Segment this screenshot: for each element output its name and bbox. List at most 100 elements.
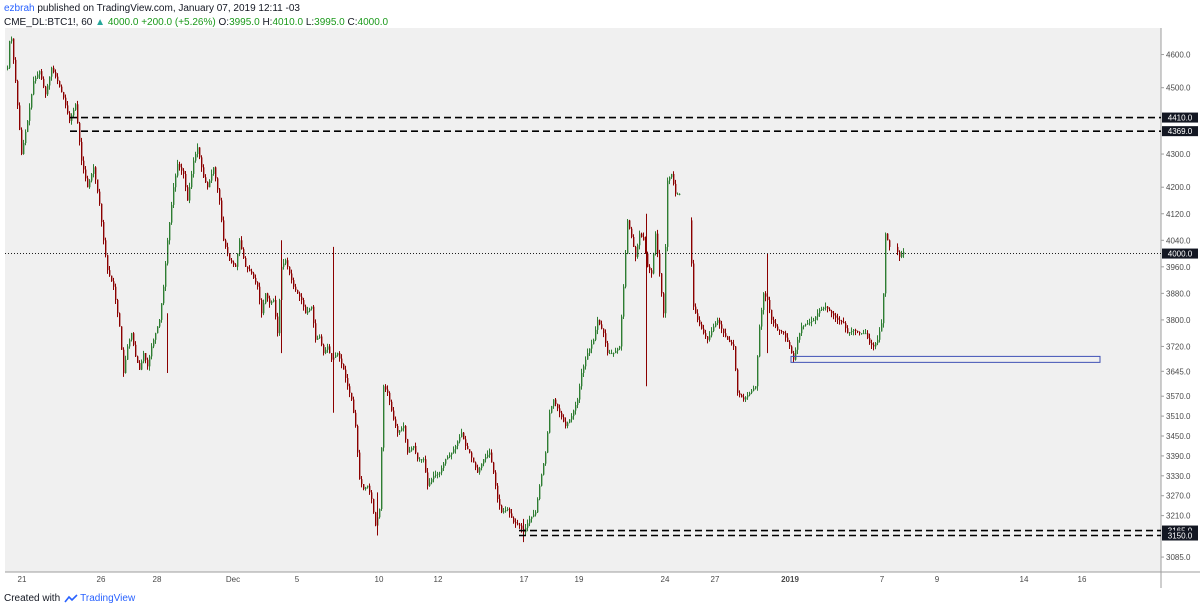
candle-up (547, 432, 549, 453)
candle-up (311, 306, 313, 309)
candle-down (407, 439, 409, 453)
candle-up (441, 468, 443, 473)
candle-down (117, 300, 119, 314)
candle-up (863, 333, 865, 335)
candle-up (595, 329, 597, 340)
candle-up (761, 309, 763, 327)
candle-down (203, 167, 205, 178)
candle-up (669, 177, 671, 181)
level-price-tag (1162, 248, 1198, 259)
created-with-text: Created with (4, 593, 61, 604)
candle-up (419, 459, 421, 461)
candle-up (591, 344, 593, 349)
candle-down (645, 240, 647, 254)
level-price-label: 4410.0 (1168, 114, 1193, 123)
candle-up (883, 293, 885, 324)
candle-down (651, 270, 653, 274)
candle-down (493, 462, 495, 473)
candle-down (97, 179, 99, 192)
candle-up (127, 346, 129, 360)
candle-down (663, 293, 665, 314)
candle-up (433, 475, 435, 480)
candle-down (363, 484, 365, 490)
candle-up (189, 187, 191, 201)
candle-up (815, 316, 817, 320)
candle-down (897, 246, 899, 252)
candle-up (755, 386, 757, 389)
candle-up (677, 193, 679, 195)
level-price-tag (1162, 126, 1198, 137)
candle-down (183, 170, 185, 174)
x-tick-label: 16 (1078, 575, 1087, 584)
candle-down (63, 92, 65, 98)
candle-up (581, 372, 583, 387)
candle-down (41, 71, 43, 79)
candle-down (347, 377, 349, 387)
candle-down (219, 189, 221, 201)
candle-up (239, 240, 241, 254)
candle-down (119, 313, 121, 327)
candle-down (705, 333, 707, 337)
candle-down (475, 462, 477, 468)
zone-layer (790, 355, 1101, 363)
tradingview-logo-icon (64, 593, 78, 602)
candle-down (859, 332, 861, 334)
candle-down (137, 356, 139, 364)
candle-up (611, 353, 613, 355)
candle-down (331, 353, 333, 360)
candle-down (869, 338, 871, 344)
candle-up (489, 452, 491, 455)
candle-down (835, 315, 837, 318)
candle-up (271, 301, 273, 304)
author-name[interactable]: ezbrah (4, 3, 35, 14)
candle-up (151, 346, 153, 357)
tradingview-logo[interactable]: TradingView (64, 593, 135, 604)
candle-up (577, 399, 579, 406)
candle-up (439, 472, 441, 474)
candle-up (797, 339, 799, 350)
x-tick-label: 5 (295, 575, 300, 584)
candle-down (69, 113, 71, 121)
candle-up (177, 164, 179, 176)
y-tick-label: 3210.0 (1166, 512, 1191, 521)
candle-down (243, 249, 245, 258)
candle-up (37, 74, 39, 78)
candle-down (371, 492, 373, 500)
y-tick-label: 3960.0 (1166, 263, 1191, 272)
candle-down (397, 426, 399, 433)
candle-up (877, 339, 879, 344)
candle-up (319, 336, 321, 339)
candle-up (285, 260, 287, 264)
candle-down (241, 240, 243, 250)
candle-up (613, 353, 615, 355)
candle-up (885, 233, 887, 294)
candle-down (101, 203, 103, 223)
candle-down (315, 323, 317, 340)
candle-up (263, 303, 265, 314)
candle-down (425, 459, 427, 473)
y-tick-label: 3510.0 (1166, 412, 1191, 421)
candle-down (393, 410, 395, 420)
x-tick-label: 9 (935, 575, 940, 584)
candle-down (385, 386, 387, 390)
candle-up (589, 348, 591, 354)
level-price-label: 3150.0 (1168, 532, 1193, 541)
candle-down (233, 262, 235, 265)
candle-up (49, 76, 51, 86)
candle-down (871, 343, 873, 345)
candle-up (455, 445, 457, 450)
candle-down (357, 426, 359, 453)
candle-up (609, 353, 611, 355)
candle-up (39, 71, 41, 75)
candle-down (699, 319, 701, 325)
candle-down (729, 339, 731, 343)
x-tick-label: Dec (226, 575, 240, 584)
candle-down (733, 344, 735, 347)
candle-down (899, 251, 901, 257)
candle-up (535, 512, 537, 515)
y-tick-label: 3450.0 (1166, 432, 1191, 441)
candle-up (191, 173, 193, 188)
candle-up (803, 325, 805, 327)
candle-down (697, 313, 699, 320)
